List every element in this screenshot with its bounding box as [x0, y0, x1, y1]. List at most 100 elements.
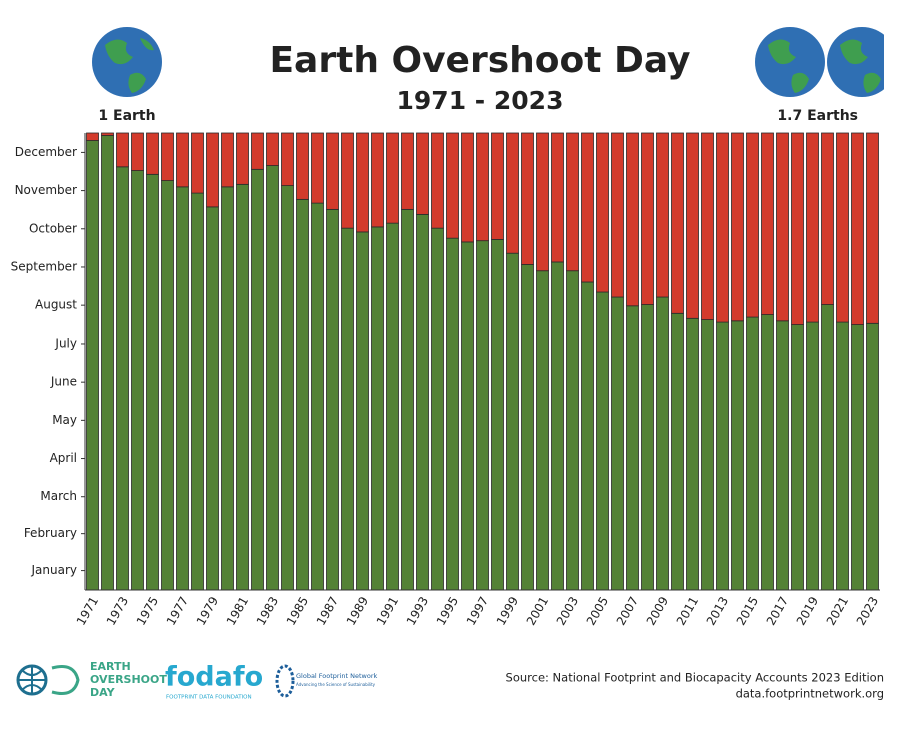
bar-segment	[386, 132, 399, 224]
x-tick-label: 2001	[524, 594, 551, 627]
x-tick-label: 1971	[74, 594, 101, 627]
y-tick-label: June	[50, 375, 77, 389]
bar-segment	[116, 166, 129, 591]
bar-segment	[296, 132, 309, 200]
bar-segment	[521, 132, 534, 265]
bar-segment	[461, 132, 474, 243]
bar-segment	[206, 206, 219, 591]
x-tick-label: 1995	[434, 594, 461, 627]
bar-segment	[176, 132, 189, 188]
x-tick-label: 2023	[854, 594, 881, 627]
y-tick-label: December	[15, 145, 77, 159]
x-tick-label: 2013	[704, 594, 731, 627]
bar-segment	[131, 132, 144, 171]
x-tick-label: 1981	[224, 594, 251, 627]
bar-segment	[791, 324, 804, 591]
bar-segment	[626, 132, 639, 307]
bar-segment	[506, 132, 519, 254]
bar-segment	[626, 305, 639, 591]
x-tick-label: 2003	[554, 594, 581, 627]
bar-segment	[551, 261, 564, 591]
bar-segment	[341, 132, 354, 229]
bar-segment	[656, 132, 669, 298]
logo-earth-overshoot-day: EARTH OVERSHOOT DAY	[16, 660, 167, 699]
bar-segment	[401, 208, 414, 591]
bar-segment	[371, 132, 384, 228]
bar-segment	[671, 132, 684, 314]
bar-segment	[791, 132, 804, 325]
bar-segment	[416, 132, 429, 215]
y-tick-label: August	[35, 298, 77, 312]
x-tick-label: 2011	[674, 594, 701, 627]
bar-segment	[311, 202, 324, 591]
bar-segment	[761, 314, 774, 591]
bar-segment	[446, 237, 459, 591]
x-tick-label: 1989	[344, 594, 371, 627]
bar-segment	[596, 132, 609, 293]
bar-segment	[116, 132, 129, 168]
bar-segment	[776, 320, 789, 591]
right-annotation: 1.7 Earths	[777, 108, 858, 124]
x-tick-label: 1997	[464, 594, 491, 627]
y-tick-label: October	[29, 221, 77, 235]
globe-left	[92, 27, 162, 97]
bar-segment	[851, 324, 864, 591]
bar-segment	[731, 320, 744, 591]
y-tick-label: January	[31, 563, 78, 577]
plot-area: January February March April May June July Augu…	[11, 132, 881, 628]
bar-segment	[221, 132, 234, 188]
bar-segment	[701, 319, 714, 591]
bar-segment	[641, 304, 654, 591]
y-tick-label: May	[52, 413, 77, 427]
bar-segment	[191, 132, 204, 194]
bar-segment	[221, 186, 234, 591]
bar-segment	[866, 132, 879, 324]
source: Source: National Footprint and Biocapaci…	[506, 671, 884, 685]
x-tick-label: 2017	[764, 594, 791, 627]
y-tick-label: September	[11, 259, 77, 273]
bar-segment	[806, 132, 819, 323]
x-tick-label: 1993	[404, 594, 431, 627]
x-tick-label: 1985	[284, 594, 311, 627]
bar-segment	[326, 132, 339, 210]
logo-text: DAY	[90, 686, 116, 699]
bar-segment	[101, 132, 114, 136]
logo-fodafo: fodafo FOOTPRINT DATA FOUNDATION	[165, 662, 263, 701]
bar-segment	[491, 132, 504, 240]
bar-segment	[566, 270, 579, 591]
chart-title: Earth Overshoot Day	[269, 40, 690, 81]
bar-segment	[476, 240, 489, 591]
bar-segment	[251, 132, 264, 170]
bar-segment	[806, 321, 819, 591]
x-tick-label: 1999	[494, 594, 521, 627]
y-tick-label: July	[54, 336, 77, 350]
left-annotation: 1 Earth	[98, 108, 155, 124]
logo-text: Global Footprint Network	[296, 672, 378, 680]
logo-text: OVERSHOOT	[90, 673, 167, 686]
x-tick-label: 2019	[794, 594, 821, 627]
bar-segment	[266, 132, 279, 166]
bar-segment	[431, 132, 444, 229]
x-tick-label: 1973	[104, 594, 131, 627]
bar-segment	[566, 132, 579, 272]
logo-text: Advancing the Science of Sustainability	[296, 682, 376, 687]
bar-segment	[686, 317, 699, 591]
bar-segment	[476, 132, 489, 242]
bar-segment	[86, 132, 99, 141]
bar-segment	[686, 132, 699, 319]
bar-segment	[386, 222, 399, 591]
x-tick-label: 1991	[374, 594, 401, 627]
bar-segment	[611, 296, 624, 591]
bar-segment	[611, 132, 624, 298]
globe-right-1	[755, 27, 825, 97]
bar-segment	[491, 239, 504, 591]
bar-segment	[761, 132, 774, 315]
bar-segment	[161, 180, 174, 591]
bar-segment	[281, 185, 294, 591]
bar-segment	[701, 132, 714, 320]
logo-text: FOOTPRINT DATA FOUNDATION	[166, 695, 252, 701]
bar-segment	[506, 252, 519, 591]
x-tick-label: 1977	[164, 594, 191, 627]
bar-segment	[146, 132, 159, 175]
bar-segment	[536, 270, 549, 591]
